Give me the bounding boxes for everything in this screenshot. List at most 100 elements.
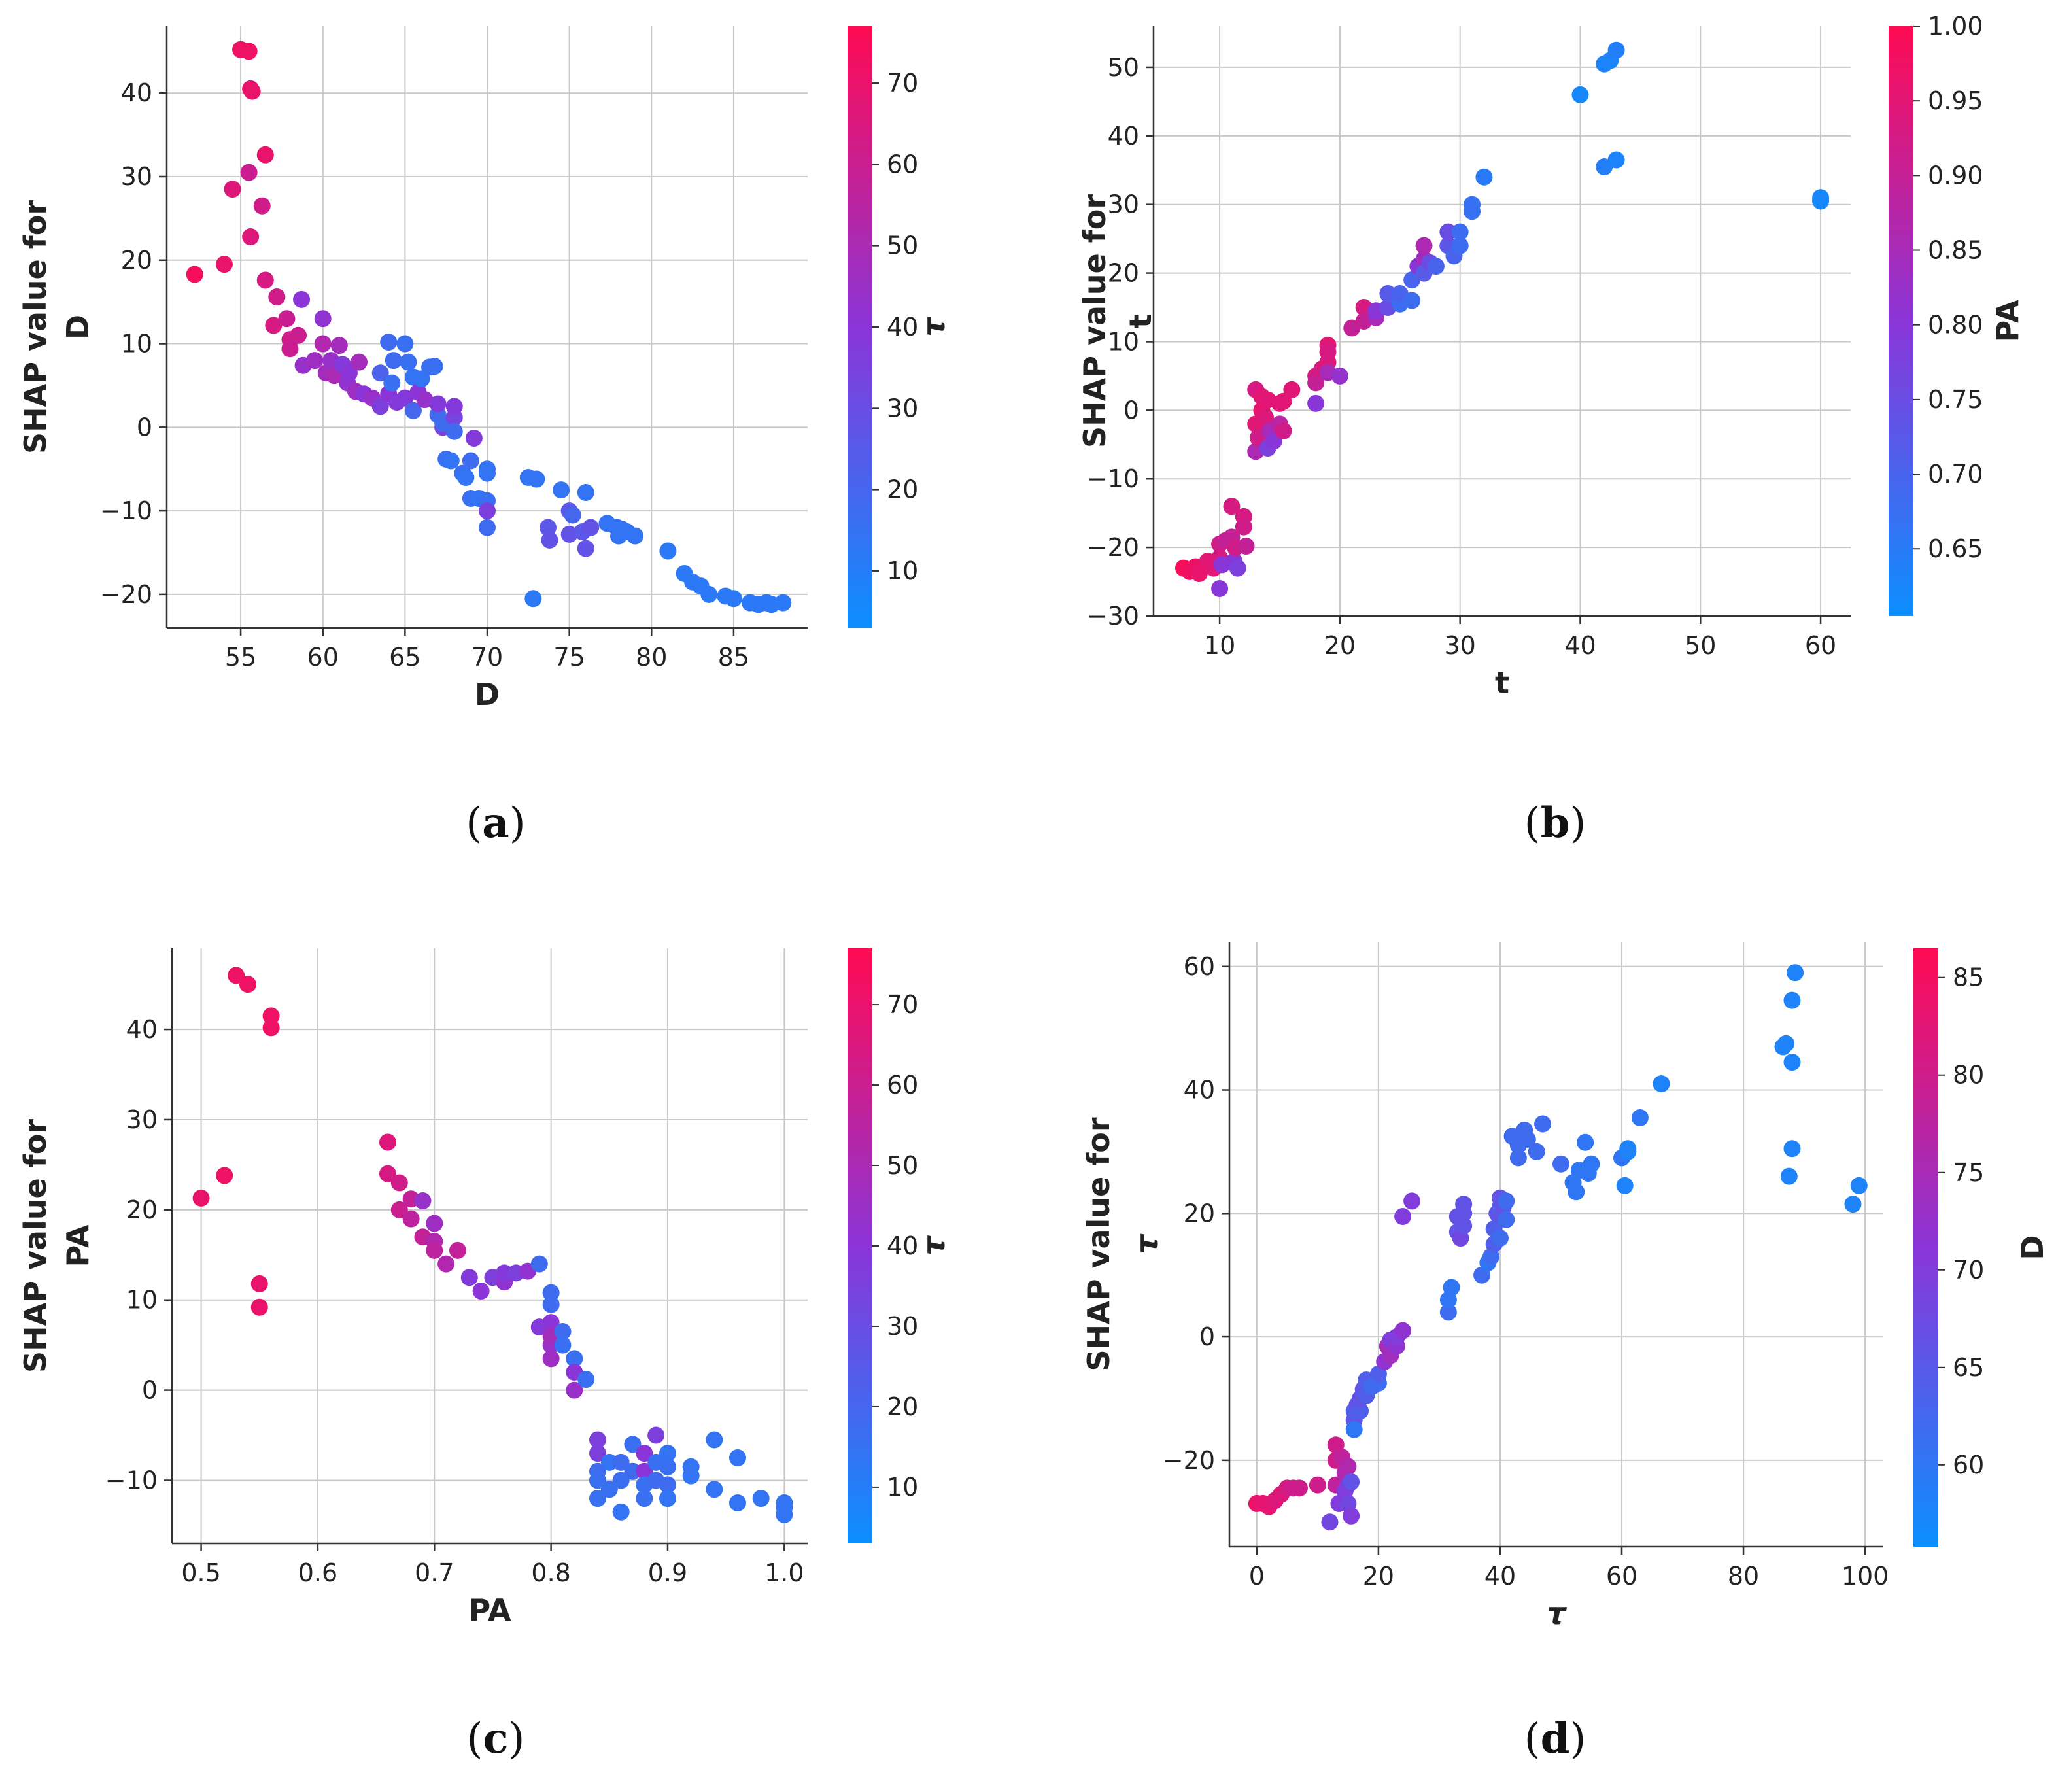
y-tick-label: 40 (126, 1015, 158, 1044)
scatter-point (437, 1255, 455, 1273)
scatter-point (624, 1462, 642, 1480)
colorbar-tick-label: 60 (1953, 1451, 1984, 1479)
scatter-point (1491, 1230, 1509, 1247)
y-tick-label: −30 (1087, 602, 1139, 630)
scatter-point (242, 228, 260, 245)
scatter-point (1631, 1109, 1649, 1127)
x-tick-label: 40 (1564, 631, 1596, 660)
scatter-point (1607, 41, 1625, 59)
panel-label-letter: b (1541, 799, 1570, 848)
colorbar-tick-label: 0.90 (1928, 161, 1983, 190)
scatter-point (215, 256, 233, 273)
y-tick-label: 40 (1184, 1076, 1215, 1105)
x-tick-label: 20 (1363, 1562, 1394, 1591)
scatter-point (472, 1282, 490, 1300)
scatter-point (1309, 1476, 1326, 1494)
y-tick-label: 30 (121, 162, 152, 191)
scatter-point (1379, 285, 1397, 303)
y-axis-label-feature: PA (60, 1224, 95, 1267)
panel-label-letter: a (482, 799, 509, 848)
scatter-points (1248, 964, 1868, 1531)
scatter-point (390, 1174, 408, 1192)
colorbar-tick-label: 40 (887, 1232, 918, 1260)
scatter-point (566, 1381, 583, 1399)
scatter-point (462, 452, 479, 470)
x-tick-label: 40 (1484, 1562, 1516, 1591)
scatter-point (700, 585, 718, 603)
x-axis-label: PA (468, 1593, 511, 1628)
scatter-point (776, 1506, 793, 1523)
panel-a: 55 60 65 70 75 80 85 −20 −10 0 10 20 30 40 D SHAP value… (18, 26, 951, 848)
colorbar-tick-label: 0.65 (1928, 534, 1983, 563)
scatter-point (1394, 1208, 1412, 1226)
scatter-point (752, 1490, 770, 1508)
panel-b: 10 20 30 40 50 60 −30 −20 −10 0 10 20 30 40 50 t SHAP va… (1077, 12, 2025, 848)
scatter-point (1439, 223, 1457, 241)
scatter-point (542, 1314, 560, 1332)
colorbar-tick-label: 50 (887, 232, 918, 260)
colorbar-tick-label: 1.00 (1928, 12, 1983, 41)
scatter-point (460, 1269, 478, 1286)
scatter-point (1331, 367, 1348, 385)
scatter-point (600, 1481, 618, 1498)
scatter-point (330, 337, 348, 354)
scatter-point (541, 531, 558, 549)
colorbar-tick-label: 70 (887, 990, 918, 1019)
scatter-point (582, 519, 600, 536)
colorbar-label: τ (916, 1235, 951, 1256)
colorbar-tick-label: 70 (887, 69, 918, 97)
scatter-point (1783, 991, 1801, 1009)
scatter-point (1235, 518, 1252, 536)
scatter-point (224, 181, 241, 198)
scatter-point (250, 1298, 268, 1316)
y-tick-label: 20 (1108, 259, 1139, 288)
scatter-point (268, 288, 286, 305)
colorbar-tick-label: 60 (887, 150, 918, 179)
colorbar-tick-label: 75 (1953, 1158, 1984, 1187)
scatter-point (1275, 422, 1292, 439)
scatter-point (445, 398, 463, 415)
y-axis-label-feature: D (60, 315, 95, 339)
y-axis-label: SHAP value for (1077, 194, 1112, 448)
scatter-point (314, 335, 332, 353)
scatter-point (1509, 1149, 1527, 1167)
scatter-point (400, 353, 417, 371)
scatter-point (426, 1241, 443, 1259)
scatter-point (682, 1467, 700, 1485)
y-tick-label: 40 (121, 78, 152, 107)
scatter-point (414, 1192, 432, 1210)
scatter-point (589, 1472, 606, 1489)
scatter-point (612, 1453, 630, 1471)
scatter-point (1339, 1458, 1357, 1475)
scatter-point (404, 402, 422, 419)
y-tick-label: 30 (1108, 190, 1139, 219)
colorbar-tick-label: 85 (1953, 963, 1984, 992)
scatter-point (1783, 1054, 1801, 1071)
scatter-point (636, 1445, 653, 1462)
scatter-point (426, 358, 443, 375)
x-tick-label: 0 (1249, 1562, 1265, 1591)
scatter-point (1552, 1155, 1569, 1173)
colorbar-tick-label: 50 (887, 1151, 918, 1180)
scatter-point (426, 1215, 443, 1232)
scatter-point (396, 335, 414, 353)
scatter-point (379, 1165, 396, 1182)
y-axis-label: SHAP value for (1081, 1117, 1116, 1371)
colorbar (848, 26, 872, 628)
y-tick-label: 0 (1199, 1322, 1215, 1351)
scatter-point (1607, 151, 1625, 169)
colorbar-tick-label: 60 (887, 1071, 918, 1099)
x-tick-label: 1.0 (764, 1559, 804, 1587)
scatter-point (728, 1449, 746, 1467)
scatter-point (1256, 408, 1274, 426)
scatter-point (256, 271, 274, 289)
scatter-point (1223, 498, 1241, 515)
colorbar-tick-label: 0.70 (1928, 460, 1983, 489)
scatter-point (465, 429, 483, 447)
panel-d: 0 20 40 60 80 100 −20 0 20 40 60 τ SHAP value for τ 60… (1081, 942, 2050, 1763)
scatter-point (1415, 237, 1433, 254)
scatter-point (554, 1336, 572, 1354)
y-tick-label: 10 (126, 1286, 158, 1315)
colorbar-tick-label: 80 (1953, 1061, 1984, 1090)
scatter-point (240, 164, 258, 181)
